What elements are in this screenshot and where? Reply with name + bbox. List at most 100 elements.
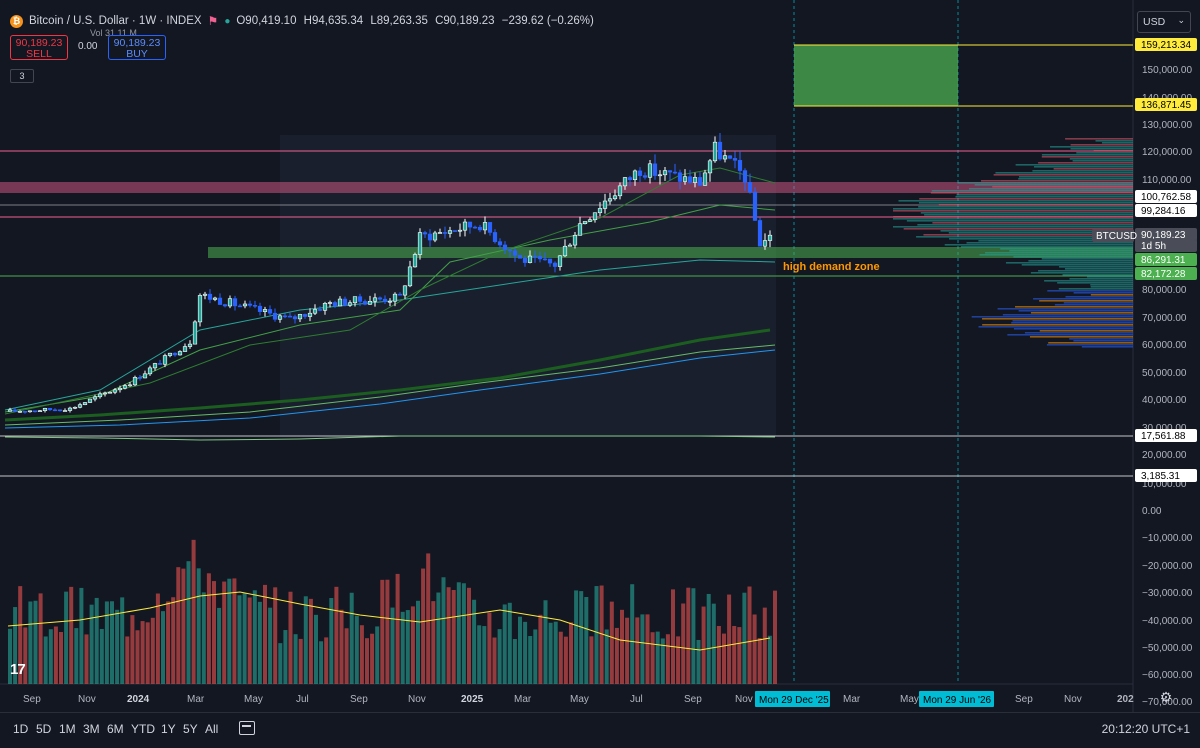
price-tick-label: 60,000.00 <box>1142 340 1187 351</box>
candle-body <box>612 195 618 200</box>
volume-bar <box>237 595 242 684</box>
profile-bar <box>893 210 1133 212</box>
candle-body <box>232 298 238 307</box>
candle-body <box>37 410 43 412</box>
tradingview-logo-icon[interactable]: 17 <box>10 661 26 678</box>
timeframe-1d[interactable]: 1D <box>13 722 29 736</box>
volume-bar <box>53 626 58 684</box>
candle-body <box>287 315 293 318</box>
candle-body <box>172 352 178 356</box>
profile-bar <box>1069 278 1133 280</box>
timeframe-3m[interactable]: 3M <box>83 722 100 736</box>
price-tick-label: 30,000.00 <box>1142 423 1187 434</box>
low-value: L89,263.35 <box>370 15 428 27</box>
indicator-collapse-button[interactable]: 3 <box>10 69 34 83</box>
candle-body <box>192 321 198 345</box>
volume-bar <box>385 579 390 684</box>
timeframe-all[interactable]: All <box>205 722 219 736</box>
volume-bar <box>451 590 456 684</box>
currency-value: USD <box>1143 16 1166 28</box>
profile-bar <box>968 188 1133 190</box>
clock[interactable]: 20:12:20 UTC+1 <box>1101 722 1190 736</box>
candle-body <box>177 351 183 356</box>
timeframe-1y[interactable]: 1Y <box>161 722 176 736</box>
volume-bar <box>349 592 354 684</box>
candle-body <box>357 296 363 302</box>
volume-bar <box>314 614 318 684</box>
volume-bar <box>84 634 89 684</box>
volume-bar <box>176 567 181 684</box>
volume-bar <box>375 626 380 684</box>
profile-bar <box>919 198 1133 200</box>
volume-bar <box>283 630 288 684</box>
volume-bar <box>676 636 681 684</box>
candle-body <box>577 223 583 236</box>
price-label-bg <box>1135 190 1197 203</box>
bitcoin-logo-icon: ₿ <box>10 14 23 28</box>
sell-button[interactable]: 90,189.23 SELL <box>10 35 68 60</box>
timeframe-5y[interactable]: 5Y <box>183 722 198 736</box>
profile-bar <box>1053 168 1133 170</box>
candle-body <box>527 255 533 263</box>
profile-bar <box>944 244 1133 246</box>
profile-bar <box>898 200 1133 202</box>
demand-zone <box>208 247 1133 258</box>
candle-body <box>417 232 423 255</box>
price-label: 100,762.58 <box>1141 192 1191 203</box>
volume-bar <box>319 641 324 684</box>
profile-bar <box>938 204 1133 206</box>
volume-bar <box>293 634 298 684</box>
volume-bar <box>390 607 395 684</box>
candle-body <box>467 221 473 228</box>
candle-body <box>127 384 133 387</box>
candle-body <box>732 158 738 161</box>
time-tick-label: Sep <box>350 694 368 705</box>
timeframe-6m[interactable]: 6M <box>107 722 124 736</box>
currency-select[interactable]: USD ⌄ <box>1137 11 1191 33</box>
profile-bar <box>1007 334 1133 336</box>
candle-body <box>502 244 508 250</box>
profile-bar <box>980 180 1133 182</box>
buy-button[interactable]: 90,189.23 BUY <box>108 35 166 60</box>
gear-icon[interactable]: ⚙ <box>1159 689 1173 705</box>
volume-bar <box>324 637 329 684</box>
profile-bar <box>1063 302 1133 304</box>
candle-body <box>757 220 763 247</box>
price-label-bg <box>1135 267 1197 280</box>
volume-bar <box>482 626 487 684</box>
chart-canvas[interactable]: 150,000.00140,000.00130,000.00120,000.00… <box>0 0 1200 712</box>
candle-body <box>222 304 228 307</box>
volume-bar <box>186 561 191 684</box>
time-highlight-bg <box>919 691 994 707</box>
chevron-down-icon: ⌄ <box>1177 15 1185 25</box>
volume-bar <box>339 609 344 684</box>
timeframe-1m[interactable]: 1M <box>59 722 76 736</box>
candle-body <box>67 407 73 411</box>
profile-bar <box>1081 346 1133 348</box>
timeframe-5d[interactable]: 5D <box>36 722 52 736</box>
volume-bar <box>140 621 145 684</box>
timeframe-ytd[interactable]: YTD <box>131 722 155 736</box>
profile-bar <box>1039 330 1133 332</box>
flag-icon[interactable]: ⚑ <box>207 14 219 28</box>
candle-body <box>107 391 113 394</box>
symbol-title[interactable]: Bitcoin / U.S. Dollar · 1W · INDEX <box>29 15 202 27</box>
candle-body <box>602 200 608 209</box>
volume-bar <box>421 568 426 684</box>
indicator-count: 3 <box>19 71 25 81</box>
candle-body <box>472 226 478 229</box>
time-tick-label: Nov <box>78 694 96 705</box>
candle-body <box>512 250 518 256</box>
volume-bar <box>487 612 492 684</box>
candle-body <box>452 230 458 232</box>
profile-bar <box>1041 154 1133 156</box>
candle-body <box>537 256 543 260</box>
calendar-icon[interactable] <box>239 721 255 735</box>
volume-bar <box>665 634 670 684</box>
volume-bar <box>8 628 12 684</box>
price-tick-label: 110,000.00 <box>1142 175 1192 186</box>
profile-bar <box>940 230 1133 232</box>
candle-body <box>122 385 128 389</box>
candle-body <box>167 352 173 356</box>
profile-bar <box>979 254 1133 256</box>
